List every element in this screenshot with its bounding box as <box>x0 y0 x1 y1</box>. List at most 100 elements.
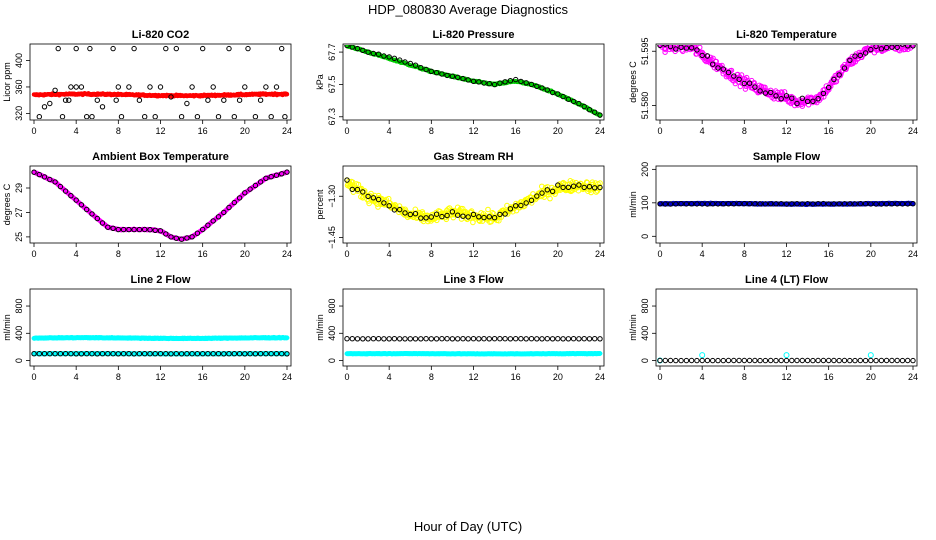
data-point <box>36 171 42 178</box>
data-point <box>873 45 879 50</box>
data-point <box>586 336 593 342</box>
data-point <box>115 84 122 90</box>
plot-area <box>344 336 603 357</box>
data-point <box>55 45 61 52</box>
data-point <box>820 200 827 207</box>
data-point <box>365 193 371 200</box>
data-point <box>178 351 185 357</box>
data-point <box>455 336 461 342</box>
x-tick-label: 12 <box>155 249 165 259</box>
data-point <box>847 201 853 207</box>
data-point <box>905 201 911 207</box>
data-point <box>242 351 248 357</box>
data-point <box>899 201 906 207</box>
data-point <box>263 84 269 90</box>
data-point <box>226 45 232 52</box>
data-point <box>110 225 116 232</box>
data-point <box>889 45 895 50</box>
data-point <box>894 45 900 51</box>
y-tick-label: 25 <box>14 232 24 242</box>
data-point <box>547 195 553 202</box>
data-point <box>789 95 795 101</box>
data-point <box>678 45 684 50</box>
data-point <box>257 97 264 103</box>
data-point <box>694 201 700 207</box>
data-point <box>576 336 582 342</box>
data-point <box>41 104 48 110</box>
data-point <box>887 45 891 46</box>
data-point <box>273 84 280 90</box>
data-point <box>831 357 837 364</box>
x-tick-label: 4 <box>74 126 79 136</box>
data-point <box>841 357 848 364</box>
data-point <box>418 336 424 342</box>
data-point <box>173 351 180 357</box>
data-point <box>184 100 190 107</box>
data-point <box>62 351 69 357</box>
data-point <box>799 201 805 207</box>
data-point <box>428 214 434 220</box>
data-point <box>667 201 674 207</box>
data-point <box>565 96 572 102</box>
data-point <box>486 336 492 342</box>
data-point <box>523 80 529 86</box>
data-point <box>544 87 550 93</box>
data-point <box>152 351 158 357</box>
data-point <box>184 351 190 357</box>
x-tick-label: 24 <box>595 372 605 382</box>
data-point <box>670 38 674 42</box>
figure-title: HDP_080830 Average Diagnostics <box>368 2 568 17</box>
data-point <box>84 206 90 213</box>
data-point <box>168 234 174 240</box>
data-point <box>279 351 285 357</box>
data-point <box>588 189 594 196</box>
data-point <box>675 40 679 44</box>
data-point <box>465 77 471 83</box>
data-point <box>78 351 85 357</box>
data-point <box>678 357 684 364</box>
x-tick-label: 4 <box>700 126 705 136</box>
data-point <box>194 230 201 236</box>
data-point <box>805 102 812 108</box>
data-point <box>539 336 545 342</box>
data-point <box>120 226 127 233</box>
x-tick-label: 8 <box>116 126 121 136</box>
data-point <box>576 100 582 107</box>
y-tick-label: 67.5 <box>327 76 337 94</box>
data-point <box>344 336 350 342</box>
data-point <box>768 89 774 96</box>
data-point <box>507 336 514 342</box>
data-point <box>768 357 774 364</box>
data-point <box>836 72 842 78</box>
panel-2: Li-820 Temperature 0 4 8 12 16 20 24 51.580 51.59… <box>628 29 918 136</box>
x-tick-label: 4 <box>700 372 705 382</box>
data-point <box>710 357 716 364</box>
data-point <box>778 201 784 207</box>
x-tick-label: 20 <box>553 372 563 382</box>
panel-4: Gas Stream RH 0 4 8 12 16 20 24 −1.45 −1.30percen… <box>315 151 605 259</box>
data-point <box>105 224 111 230</box>
data-point <box>664 45 670 47</box>
x-tick-label: 24 <box>908 249 918 259</box>
x-tick-label: 0 <box>344 372 349 382</box>
data-point <box>99 351 106 357</box>
data-point <box>31 351 37 357</box>
x-tick-label: 20 <box>553 249 563 259</box>
y-axis-label: ml/min <box>2 314 12 341</box>
data-point <box>407 211 413 218</box>
data-point <box>444 212 450 219</box>
data-point <box>657 45 664 48</box>
data-point <box>279 45 285 52</box>
data-point <box>391 207 398 213</box>
data-point <box>667 357 674 364</box>
data-point <box>657 357 663 364</box>
data-point <box>544 336 550 342</box>
data-point <box>873 201 879 207</box>
data-point <box>852 53 858 59</box>
data-point <box>852 201 858 207</box>
data-point <box>883 201 890 207</box>
data-point <box>402 210 408 216</box>
x-tick-label: 0 <box>31 372 36 382</box>
series-avg <box>36 45 288 119</box>
